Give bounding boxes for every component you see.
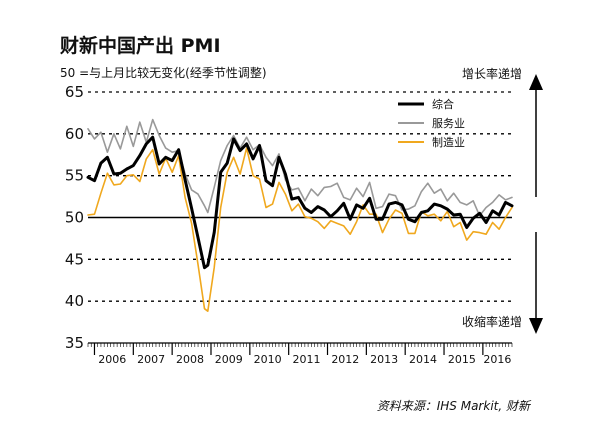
source-note: 资料来源：IHS Markit, 财新 — [377, 399, 532, 413]
year-label-2007: 2007 — [137, 353, 165, 366]
arrow-up-head — [529, 74, 543, 90]
grid-layer: 35 40 45 50 55 60 65 — [65, 83, 512, 352]
arrow-down-label: 收缩率递增 — [462, 314, 522, 329]
year-label-2006: 2006 — [98, 353, 126, 366]
series-layer — [86, 118, 514, 313]
arrow-down-head — [529, 318, 543, 334]
year-label-2016: 2016 — [483, 353, 511, 366]
y-tick-label-35: 35 — [65, 334, 84, 352]
year-label-2010: 2010 — [254, 353, 282, 366]
year-axis: 2006 2007 2008 2009 2010 2011 2012 2013 2014 2015… — [87, 343, 513, 366]
chart-title: 财新中国产出 PMI — [60, 34, 221, 57]
year-label-2008: 2008 — [176, 353, 204, 366]
year-label-2009: 2009 — [215, 353, 243, 366]
legend-label-制造业: 制造业 — [432, 135, 465, 149]
y-tick-label-55: 55 — [65, 167, 84, 185]
y-tick-label-50: 50 — [65, 209, 84, 227]
y-tick-label-65: 65 — [65, 83, 84, 101]
right-arrow — [529, 74, 543, 334]
series-line-服务业 — [87, 118, 513, 217]
year-label-2012: 2012 — [331, 353, 359, 366]
chart-subtitle: 50 =与上月比较无变化(经季节性调整) — [60, 65, 267, 80]
series-line-制造业 — [87, 147, 513, 313]
y-tick-label-45: 45 — [65, 250, 84, 268]
year-label-2015: 2015 — [448, 353, 476, 366]
y-tick-label-40: 40 — [65, 292, 84, 310]
arrow-up-label: 增长率递增 — [462, 66, 522, 81]
y-tick-label-60: 60 — [65, 125, 84, 143]
year-label-2011: 2011 — [292, 353, 320, 366]
year-label-2014: 2014 — [409, 353, 437, 366]
legend-label-综合: 综合 — [432, 97, 454, 111]
series-line-综合 — [86, 135, 514, 270]
year-label-2013: 2013 — [370, 353, 398, 366]
legend-label-服务业: 服务业 — [432, 117, 465, 130]
